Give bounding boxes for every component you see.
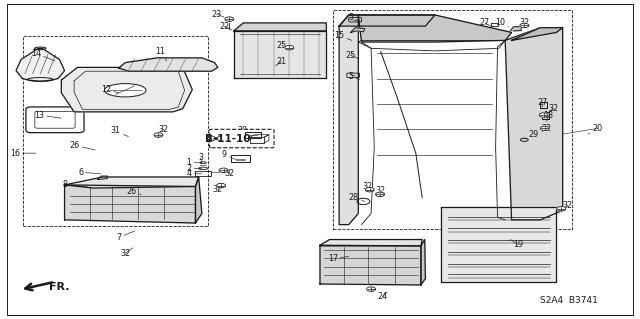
Text: 32: 32 [224,169,234,178]
Text: 10: 10 [495,19,508,27]
Polygon shape [358,15,511,42]
Text: 1: 1 [187,158,202,167]
Text: 27: 27 [479,19,492,27]
Bar [115,86,127,96]
Circle shape [376,192,385,197]
Text: 26: 26 [127,187,141,196]
Polygon shape [195,177,202,223]
Ellipse shape [104,84,146,97]
Polygon shape [442,206,556,282]
Bar [244,132,260,138]
Polygon shape [119,58,218,71]
Text: 8: 8 [62,181,87,189]
Circle shape [225,17,234,21]
Polygon shape [351,28,365,33]
Circle shape [154,133,163,137]
Circle shape [540,126,549,130]
Bar [447,209,551,279]
Text: 6: 6 [78,168,101,177]
Text: 23: 23 [211,10,224,19]
Polygon shape [339,15,435,26]
Text: 5: 5 [348,13,360,22]
Text: 11: 11 [156,47,167,61]
Text: FR.: FR. [49,282,69,292]
Polygon shape [320,240,422,246]
Polygon shape [320,245,421,285]
Circle shape [365,188,374,192]
Text: 4: 4 [187,169,202,178]
Text: B-11-10: B-11-10 [205,134,250,144]
Text: 32: 32 [363,182,373,191]
Text: 32: 32 [376,186,386,195]
Polygon shape [65,177,198,188]
Polygon shape [65,185,195,223]
Circle shape [285,46,294,50]
Text: 27: 27 [537,98,547,107]
Text: 24: 24 [378,292,388,301]
Text: 32: 32 [548,104,558,113]
Text: 16: 16 [10,149,36,158]
Circle shape [539,113,548,117]
Circle shape [557,206,566,211]
Text: 3: 3 [198,153,203,163]
Bar [333,10,572,229]
Text: 17: 17 [328,254,349,263]
Text: 20: 20 [588,124,603,134]
Text: 30: 30 [237,126,250,136]
Polygon shape [234,23,326,31]
Polygon shape [511,28,563,41]
Text: 2: 2 [186,164,202,173]
Circle shape [367,287,376,291]
Text: 25: 25 [346,51,358,60]
Bar [111,88,131,94]
Circle shape [520,23,529,28]
Text: 7: 7 [116,231,135,242]
Polygon shape [16,48,65,81]
Polygon shape [505,28,563,220]
Text: S2A4  B3741: S2A4 B3741 [540,296,598,305]
Circle shape [219,168,228,173]
Text: 15: 15 [334,31,352,41]
Text: 18: 18 [543,111,554,122]
Text: 31: 31 [111,126,129,137]
Text: 32: 32 [519,19,529,27]
Bar [23,36,208,226]
Text: 9: 9 [221,150,236,160]
Text: 29: 29 [524,130,539,139]
Polygon shape [339,15,358,225]
Text: 13: 13 [34,111,61,120]
Text: 32: 32 [212,185,223,194]
Text: 32: 32 [561,201,573,210]
Polygon shape [234,31,326,78]
Text: 12: 12 [101,85,119,94]
Text: 21: 21 [275,57,287,66]
Text: 28: 28 [349,193,365,202]
Text: 32: 32 [157,125,168,135]
Text: 25: 25 [276,41,288,50]
Circle shape [216,183,225,188]
Text: 22: 22 [219,22,232,31]
Bar [250,137,264,143]
Text: 14: 14 [31,48,55,61]
FancyBboxPatch shape [209,129,274,148]
Text: 32: 32 [120,248,133,258]
Text: 19: 19 [510,240,523,249]
Text: 5: 5 [348,72,360,81]
Polygon shape [510,27,521,31]
Text: 32: 32 [541,124,552,133]
Bar [230,155,250,162]
Polygon shape [421,240,426,285]
Text: 26: 26 [69,141,95,150]
Polygon shape [61,67,192,112]
